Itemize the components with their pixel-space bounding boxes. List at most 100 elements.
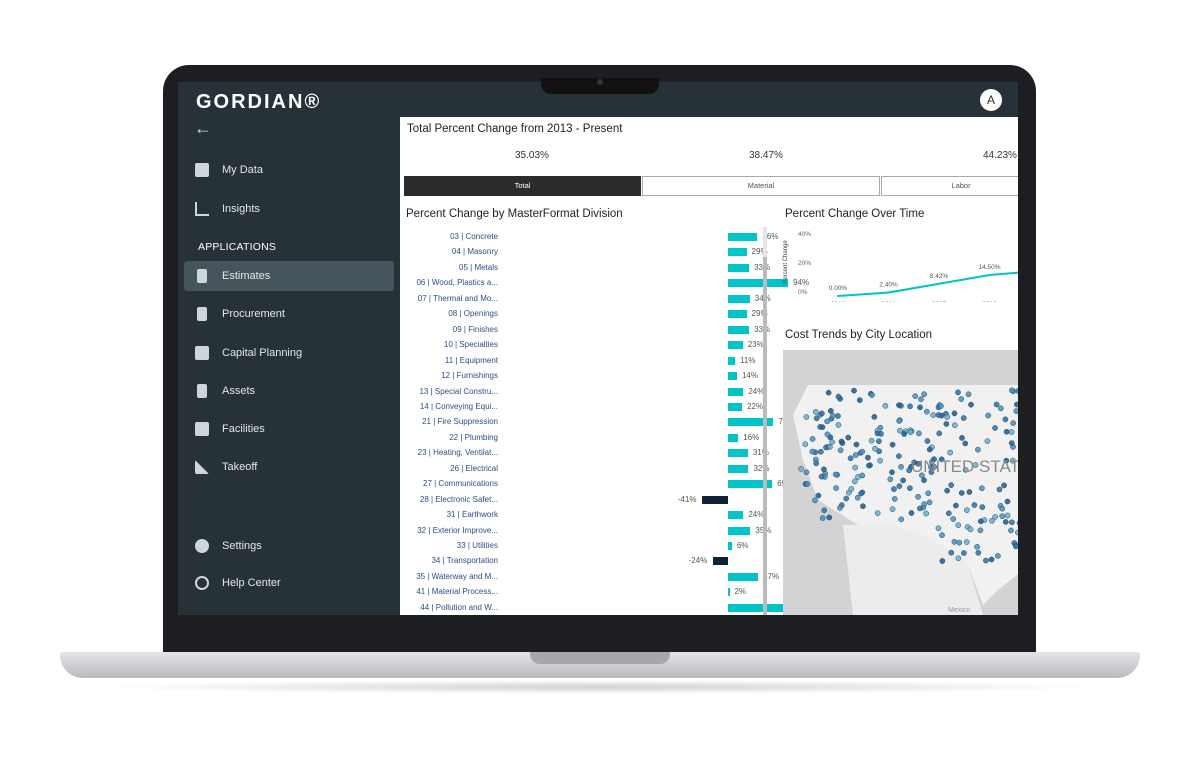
city-marker[interactable] (962, 440, 969, 447)
city-marker[interactable] (835, 393, 842, 400)
city-marker[interactable] (812, 497, 818, 504)
city-marker[interactable] (958, 396, 965, 402)
sidebar-item-settings[interactable]: Settings (184, 531, 394, 561)
city-marker[interactable] (889, 441, 896, 448)
city-marker[interactable] (858, 490, 864, 497)
arrow-left-icon[interactable]: ← (194, 118, 212, 138)
city-marker[interactable] (832, 471, 839, 478)
division-label[interactable]: 21 | Fire Suppression (422, 417, 498, 427)
city-marker[interactable] (901, 431, 908, 437)
avatar[interactable]: A (980, 89, 1002, 111)
city-marker[interactable] (988, 556, 995, 563)
city-marker[interactable] (1004, 512, 1011, 519)
sidebar-item-capital-planning[interactable]: Capital Planning (184, 338, 394, 368)
city-marker[interactable] (993, 401, 1000, 408)
city-marker[interactable] (812, 409, 819, 415)
city-marker[interactable] (911, 459, 918, 466)
city-marker[interactable] (859, 472, 866, 479)
city-marker[interactable] (1009, 457, 1016, 464)
city-marker[interactable] (960, 415, 967, 421)
city-marker[interactable] (931, 456, 937, 463)
city-marker[interactable] (997, 405, 1004, 412)
city-marker[interactable] (1008, 429, 1015, 435)
city-marker[interactable] (824, 431, 831, 438)
city-marker[interactable] (992, 425, 998, 431)
division-bar[interactable] (728, 263, 750, 272)
division-bar[interactable] (701, 495, 728, 504)
city-marker[interactable] (843, 495, 850, 502)
city-marker[interactable] (852, 452, 859, 458)
division-bar[interactable] (728, 572, 759, 581)
city-marker[interactable] (917, 404, 923, 411)
division-label[interactable]: 22 | Plumbing (449, 432, 498, 442)
city-marker[interactable] (947, 449, 954, 456)
division-label[interactable]: 03 | Concrete (450, 232, 498, 241)
division-label[interactable]: 10 | Specialties (443, 340, 498, 350)
city-marker[interactable] (950, 516, 957, 522)
division-label[interactable]: 27 | Communications (423, 479, 498, 489)
city-cost-map[interactable]: UNITED STATES Mexico (783, 350, 1018, 615)
city-marker[interactable] (815, 492, 822, 499)
city-marker[interactable] (964, 507, 970, 514)
city-marker[interactable] (935, 412, 942, 418)
city-marker[interactable] (953, 502, 959, 509)
city-marker[interactable] (979, 485, 985, 492)
city-marker[interactable] (916, 430, 922, 437)
division-label[interactable]: 12 | Furnishings (441, 371, 498, 381)
division-bar[interactable] (728, 233, 758, 241)
city-marker[interactable] (1008, 527, 1014, 534)
city-marker[interactable] (915, 493, 921, 500)
city-marker[interactable] (876, 448, 882, 455)
division-bar[interactable] (728, 372, 737, 381)
division-label[interactable]: 13 | Special Constru... (419, 386, 498, 396)
city-marker[interactable] (921, 477, 927, 484)
city-marker[interactable] (802, 441, 809, 448)
city-marker[interactable] (803, 414, 810, 420)
city-marker[interactable] (935, 525, 942, 532)
city-marker[interactable] (917, 505, 923, 512)
city-marker[interactable] (939, 558, 946, 564)
division-label[interactable]: 23 | Heating, Ventilat... (417, 448, 498, 458)
city-marker[interactable] (825, 389, 832, 396)
sidebar-item-facilities[interactable]: Facilities (184, 414, 394, 444)
city-marker[interactable] (872, 445, 878, 452)
city-marker[interactable] (813, 460, 820, 467)
city-marker[interactable] (896, 453, 902, 460)
sidebar-item-assets[interactable]: Assets (184, 376, 394, 406)
city-marker[interactable] (959, 435, 965, 441)
city-marker[interactable] (819, 515, 826, 521)
city-marker[interactable] (821, 507, 828, 514)
division-label[interactable]: 33 | Utilities (456, 541, 498, 550)
city-marker[interactable] (951, 410, 958, 417)
city-marker[interactable] (936, 430, 943, 437)
city-marker[interactable] (968, 401, 974, 408)
sidebar-item-my-data[interactable]: My Data (184, 155, 394, 185)
city-marker[interactable] (874, 510, 881, 517)
sidebar-item-insights[interactable]: Insights (184, 194, 394, 224)
city-marker[interactable] (1013, 408, 1018, 414)
data-point[interactable] (988, 273, 991, 276)
division-bar[interactable] (728, 310, 747, 319)
division-bar[interactable] (728, 449, 748, 458)
city-marker[interactable] (876, 438, 882, 445)
city-marker[interactable] (963, 539, 970, 545)
city-marker[interactable] (1016, 520, 1018, 526)
city-marker[interactable] (837, 505, 843, 511)
city-marker[interactable] (1013, 543, 1018, 550)
city-marker[interactable] (898, 516, 905, 523)
city-marker[interactable] (989, 517, 995, 524)
city-marker[interactable] (918, 396, 924, 403)
division-label[interactable]: 44 | Pollution and W... (420, 602, 498, 612)
city-marker[interactable] (961, 550, 967, 556)
city-marker[interactable] (1010, 420, 1017, 426)
city-marker[interactable] (867, 462, 873, 469)
city-marker[interactable] (854, 494, 861, 501)
city-marker[interactable] (923, 510, 930, 517)
city-marker[interactable] (821, 466, 827, 473)
city-marker[interactable] (944, 487, 950, 494)
city-marker[interactable] (889, 469, 895, 476)
city-marker[interactable] (1001, 482, 1007, 489)
city-marker[interactable] (804, 481, 811, 487)
city-marker[interactable] (809, 436, 816, 442)
division-bar[interactable] (728, 341, 743, 350)
